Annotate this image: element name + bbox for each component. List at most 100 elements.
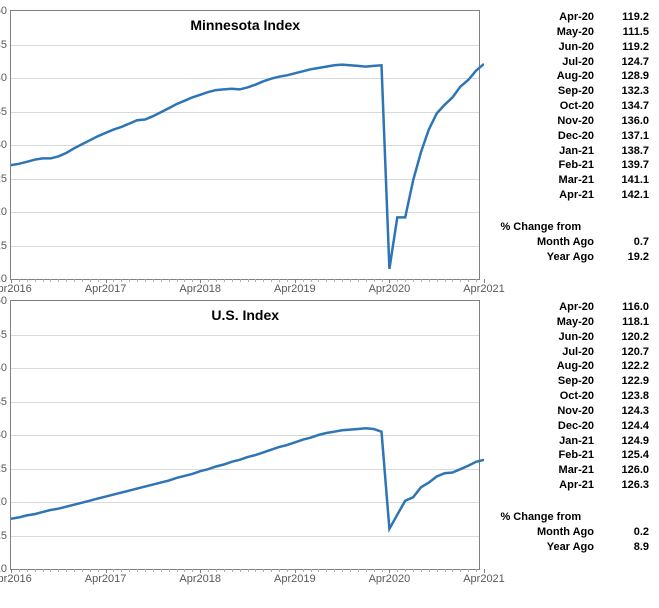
chart-area: U.S. Index110115120125130135140145150Apr… xyxy=(10,300,480,570)
y-axis-label: 135 xyxy=(0,106,11,118)
y-axis-label: 130 xyxy=(0,139,11,151)
row-label: Mar-21 xyxy=(500,463,594,478)
x-tick-minor xyxy=(169,279,170,282)
x-tick-minor xyxy=(98,569,99,572)
x-tick-minor xyxy=(224,569,225,572)
table-row: Jul-20124.7 xyxy=(500,55,649,70)
x-tick-minor xyxy=(334,569,335,572)
x-tick-minor xyxy=(263,569,264,572)
x-tick-minor xyxy=(19,569,20,572)
x-tick-minor xyxy=(82,569,83,572)
x-tick-minor xyxy=(184,569,185,572)
row-value: 126.0 xyxy=(594,463,649,478)
x-tick-minor xyxy=(153,569,154,572)
row-label: Jun-20 xyxy=(500,40,594,55)
row-value: 118.1 xyxy=(594,315,649,330)
x-tick-minor xyxy=(460,569,461,572)
x-tick-minor xyxy=(421,569,422,572)
x-tick-minor xyxy=(27,569,28,572)
x-axis-label: Apr2021 xyxy=(463,279,505,295)
table-row: Dec-20124.4 xyxy=(500,419,649,434)
x-axis-label: Apr2017 xyxy=(85,279,127,295)
x-tick-minor xyxy=(43,279,44,282)
change-value: 19.2 xyxy=(594,250,649,265)
row-label: Apr-21 xyxy=(500,478,594,493)
row-label: Jan-21 xyxy=(500,144,594,159)
change-header: % Change from xyxy=(500,221,649,233)
table-row: Oct-20134.7 xyxy=(500,99,649,114)
x-tick-minor xyxy=(248,569,249,572)
row-label: Sep-20 xyxy=(500,374,594,389)
row-label: Jul-20 xyxy=(500,55,594,70)
x-tick-minor xyxy=(476,279,477,282)
table-row: Mar-21126.0 xyxy=(500,463,649,478)
row-value: 120.7 xyxy=(594,345,649,360)
x-tick-minor xyxy=(58,569,59,572)
x-tick-minor xyxy=(413,569,414,572)
table-row: Jan-21124.9 xyxy=(500,434,649,449)
x-tick-minor xyxy=(255,279,256,282)
y-axis-label: 120 xyxy=(0,206,11,218)
row-value: 128.9 xyxy=(594,69,649,84)
row-value: 124.4 xyxy=(594,419,649,434)
change-label: Month Ago xyxy=(500,235,594,250)
y-axis-label: 145 xyxy=(0,329,11,341)
row-label: Jan-21 xyxy=(500,434,594,449)
data-table: Apr-20116.0May-20118.1Jun-20120.2Jul-201… xyxy=(500,300,649,570)
x-tick-minor xyxy=(382,279,383,282)
x-tick-minor xyxy=(129,569,130,572)
x-axis-label: Apr2020 xyxy=(369,569,411,585)
x-tick-minor xyxy=(27,279,28,282)
x-tick-minor xyxy=(279,279,280,282)
row-value: 142.1 xyxy=(594,188,649,203)
x-tick-minor xyxy=(145,569,146,572)
x-tick-minor xyxy=(161,569,162,572)
x-axis-label: Apr2021 xyxy=(463,569,505,585)
x-tick-minor xyxy=(19,279,20,282)
table-row: Jul-20120.7 xyxy=(500,345,649,360)
table-row: Mar-21141.1 xyxy=(500,173,649,188)
row-label: Dec-20 xyxy=(500,419,594,434)
row-label: Oct-20 xyxy=(500,389,594,404)
row-label: Nov-20 xyxy=(500,404,594,419)
change-value: 0.2 xyxy=(594,525,649,540)
x-tick-minor xyxy=(342,569,343,572)
x-tick-minor xyxy=(43,569,44,572)
row-label: Sep-20 xyxy=(500,84,594,99)
x-tick-minor xyxy=(468,279,469,282)
chart-panel: U.S. Index110115120125130135140145150Apr… xyxy=(10,300,649,570)
row-value: 139.7 xyxy=(594,158,649,173)
row-label: Nov-20 xyxy=(500,114,594,129)
table-row: Apr-20119.2 xyxy=(500,10,649,25)
x-tick-minor xyxy=(405,279,406,282)
x-tick-minor xyxy=(445,279,446,282)
data-line xyxy=(11,428,484,529)
table-row: Feb-21139.7 xyxy=(500,158,649,173)
x-tick-minor xyxy=(476,569,477,572)
x-tick-minor xyxy=(421,279,422,282)
row-value: 124.3 xyxy=(594,404,649,419)
x-tick-minor xyxy=(271,569,272,572)
x-tick-minor xyxy=(342,279,343,282)
data-table: Apr-20119.2May-20111.5Jun-20119.2Jul-201… xyxy=(500,10,649,280)
y-axis-label: 125 xyxy=(0,463,11,475)
table-row: May-20118.1 xyxy=(500,315,649,330)
row-value: 136.0 xyxy=(594,114,649,129)
x-tick-minor xyxy=(35,279,36,282)
x-tick-minor xyxy=(437,569,438,572)
change-row: Year Ago8.9 xyxy=(500,540,649,555)
table-row: Aug-20122.2 xyxy=(500,359,649,374)
x-tick-minor xyxy=(50,569,51,572)
table-row: Feb-21125.4 xyxy=(500,448,649,463)
row-value: 137.1 xyxy=(594,129,649,144)
change-row: Month Ago0.2 xyxy=(500,525,649,540)
table-row: Jan-21138.7 xyxy=(500,144,649,159)
x-tick-minor xyxy=(192,569,193,572)
row-label: Mar-21 xyxy=(500,173,594,188)
row-label: May-20 xyxy=(500,315,594,330)
x-tick-minor xyxy=(216,569,217,572)
x-tick-minor xyxy=(66,569,67,572)
line-plot xyxy=(11,11,484,279)
x-tick-minor xyxy=(121,569,122,572)
x-tick-minor xyxy=(240,279,241,282)
